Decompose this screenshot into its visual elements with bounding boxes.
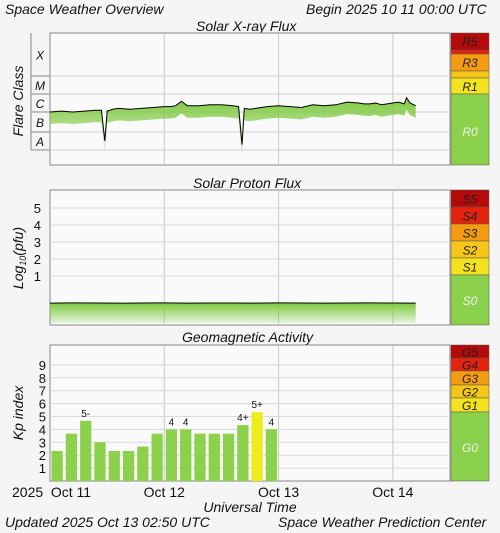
kp-bar-label: 4: [169, 417, 175, 428]
xray-class-label: X: [35, 49, 45, 63]
kp-bar-label: 5-: [81, 409, 90, 420]
kp-ytick: 1: [39, 461, 46, 476]
kp-bar: [208, 433, 220, 481]
panel-0-frame: [49, 32, 451, 166]
kp-bar: [122, 450, 135, 481]
x-axis-title: Universal Time: [203, 499, 296, 515]
kp-bar: [222, 433, 235, 481]
kp-bar: [65, 433, 78, 481]
kp-bar-label: 4+: [237, 413, 249, 424]
proton-ylabel-text: Log10(pfu): [10, 227, 28, 289]
xray-scale-box: [450, 49, 490, 55]
kp-bar-label: 4: [269, 417, 275, 428]
kp-scale-box: [450, 411, 490, 482]
kp-scale-label: G2: [462, 386, 478, 400]
kp-bar: [51, 450, 63, 481]
xray-scale-label: R0: [462, 125, 478, 139]
updated-label: Updated: [5, 514, 58, 530]
kp-ytick: 9: [39, 358, 46, 373]
kp-bar: [251, 412, 263, 481]
xray-scale-box: [450, 70, 490, 79]
proton-ytick: 2: [34, 252, 41, 267]
x-axis-tick: Oct 13: [258, 484, 299, 500]
kp-bar: [194, 433, 206, 481]
kp-bar: [94, 442, 106, 481]
xray-fill: [50, 97, 416, 157]
proton-fill: [50, 302, 416, 324]
proton-scale-label: S0: [463, 294, 478, 308]
begin-label: Begin: [306, 1, 342, 17]
x-axis-year: 2025: [12, 484, 43, 500]
xray-scale-label: R5: [462, 35, 478, 49]
kp-ytick: 5: [39, 410, 46, 425]
xray-scale-box: [450, 93, 490, 166]
proton-scale-label: S5: [463, 193, 478, 207]
xray-class-label: C: [36, 97, 45, 111]
kp-scale-label: G5: [462, 346, 478, 360]
proton-scale-label: S3: [463, 227, 478, 241]
proton-ylabel-base: Log: [10, 266, 26, 290]
x-axis-tick: Oct 14: [372, 484, 413, 500]
kp-ytick: 7: [39, 384, 46, 399]
proton-ytick: 1: [34, 269, 41, 284]
kp-bar-label: 5+: [251, 400, 263, 411]
xray-series-line: [49, 96, 416, 145]
proton-ylabel: Log10(pfu): [10, 227, 28, 289]
kp-ytick: 8: [39, 371, 46, 386]
proton-ylabel-sub: 10: [18, 256, 28, 266]
kp-ytick: 4: [39, 422, 46, 437]
kp-ytick: 2: [39, 448, 46, 463]
begin-time: 2025 10 11 00:00 UTC: [346, 1, 487, 17]
kp-scale-label: G3: [462, 372, 478, 386]
x-axis-tick: Oct 12: [144, 484, 185, 500]
kp-bar: [265, 429, 278, 481]
geomag-title: Geomagnetic Activity: [182, 329, 313, 345]
xray-class-label: A: [35, 135, 44, 149]
proton-ytick: 4: [34, 218, 41, 233]
proton-ylabel-unit: (pfu): [10, 227, 26, 256]
kp-bar-label: 4: [183, 417, 189, 428]
kp-bar: [80, 420, 92, 481]
kp-ytick: 6: [39, 397, 46, 412]
proton-scale-label: S4: [463, 210, 478, 224]
kp-scale-label: G4: [462, 359, 478, 373]
credit: Space Weather Prediction Center: [278, 514, 487, 530]
xray-scale-label: R3: [462, 56, 478, 70]
updated-time: 2025 Oct 13 02:50 UTC: [62, 514, 210, 530]
proton-title: Solar Proton Flux: [193, 175, 302, 191]
xray-title: Solar X-ray Flux: [196, 18, 297, 34]
kp-ytick: 3: [39, 435, 46, 450]
kp-ylabel: Kp index: [10, 385, 26, 440]
proton-ytick: 5: [34, 201, 41, 216]
kp-bar: [108, 450, 120, 481]
xray-scale-label: R1: [462, 80, 477, 94]
page-title: Space Weather Overview: [5, 1, 164, 17]
x-axis-tick: Oct 11: [51, 484, 91, 500]
xray-ylabel: Flare Class: [10, 66, 26, 137]
kp-bar: [180, 429, 192, 481]
kp-scale-label: G0: [462, 441, 478, 455]
kp-bar: [151, 433, 163, 481]
proton-ytick: 3: [34, 235, 41, 250]
xray-class-label: M: [35, 79, 45, 93]
kp-bar: [165, 429, 178, 481]
xray-class-label: B: [36, 116, 44, 130]
kp-bar: [137, 446, 149, 481]
kp-scale-label: G1: [462, 399, 478, 413]
proton-scale-label: S1: [463, 261, 478, 275]
kp-bar: [237, 425, 249, 481]
proton-scale-box: [450, 274, 490, 326]
proton-scale-label: S2: [463, 244, 478, 258]
